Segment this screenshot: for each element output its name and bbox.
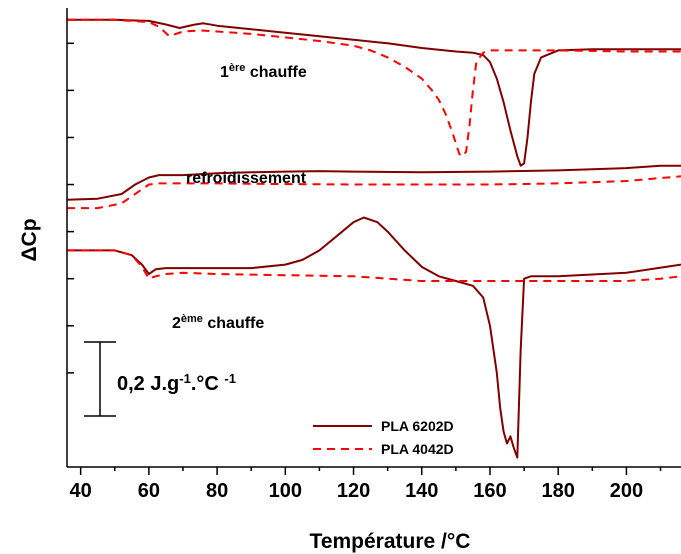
curve-2-segment-1 — [67, 18, 681, 158]
scale-bar: 0,2 J.g-1.°C -1 — [84, 341, 236, 417]
legend-label-series-1: PLA 6202D — [381, 418, 454, 434]
x-tick-label-160: 160 — [473, 480, 506, 502]
legend-label-series-2: PLA 4042D — [381, 441, 454, 457]
x-axis-title: Température /°C — [310, 530, 471, 553]
x-tick-labels: 40 60 80 100 120 140 160 180 200 — [70, 480, 644, 502]
curve-1-segment-1 — [67, 18, 681, 167]
x-tick-label-100: 100 — [269, 480, 302, 502]
annotation-first-heating: 1ère chauffe — [220, 62, 307, 81]
x-tick-label-40: 40 — [70, 480, 92, 502]
axes-layer — [66, 8, 681, 475]
curve-2-segment-2 — [67, 175, 681, 210]
annotation-second-heating: 2ème chauffe — [172, 313, 264, 332]
curve-2-segment-3 — [67, 249, 681, 282]
curve-1-segment-3 — [67, 216, 681, 459]
curve-1-segment-2 — [66, 164, 681, 201]
x-tick-label-200: 200 — [610, 480, 643, 502]
x-tick-label-180: 180 — [542, 480, 575, 502]
x-tick-label-80: 80 — [206, 480, 228, 502]
x-tick-label-140: 140 — [405, 480, 438, 502]
curves-layer — [66, 18, 681, 459]
legend: PLA 6202D PLA 4042D — [313, 418, 454, 457]
y-axis-title: ΔCp — [18, 218, 41, 261]
x-tick-label-120: 120 — [337, 480, 370, 502]
annotation-cooling: refroidissement — [186, 170, 307, 187]
x-tick-label-60: 60 — [138, 480, 160, 502]
scale-bar-label: 0,2 J.g-1.°C -1 — [117, 371, 236, 396]
